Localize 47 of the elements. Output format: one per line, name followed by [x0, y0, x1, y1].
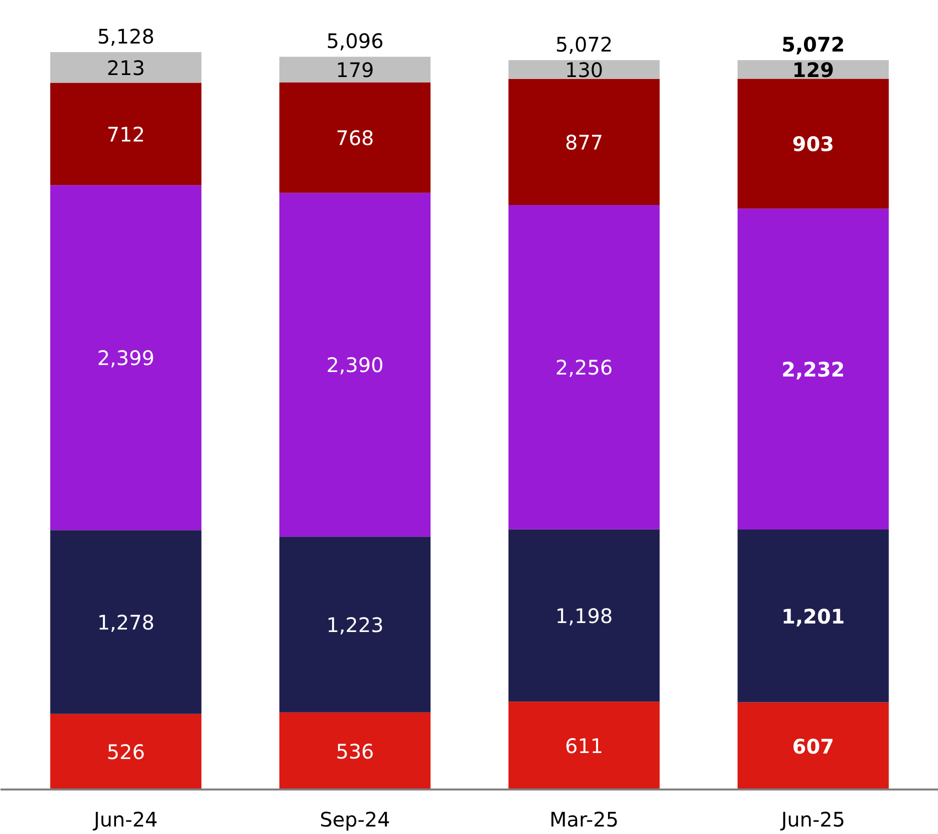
data-label: 2,232 [782, 358, 845, 382]
data-label: 2,256 [555, 356, 613, 380]
x-tick-label: Jun-25 [779, 808, 846, 832]
data-label: 2,399 [97, 346, 154, 370]
bar [508, 204, 660, 530]
x-tick-label: Jun-24 [92, 808, 158, 832]
data-label: 536 [336, 739, 374, 764]
data-label: 768 [336, 126, 374, 150]
data-label: 179 [336, 58, 374, 82]
data-label: 1,278 [97, 610, 154, 634]
bar [50, 714, 202, 790]
bar [738, 78, 889, 209]
bar [508, 78, 660, 205]
data-label: 1,201 [782, 604, 845, 628]
data-label: 611 [564, 734, 604, 758]
data-label: 526 [106, 740, 145, 764]
x-tick-label: Mar-25 [549, 808, 619, 832]
bar [738, 208, 889, 530]
data-label: 1,198 [555, 604, 613, 628]
total-label: 5,072 [555, 32, 613, 56]
data-label: 903 [792, 132, 834, 156]
bar [279, 56, 431, 82]
bar [279, 192, 431, 537]
data-label: 2,390 [326, 353, 384, 378]
data-label: 213 [106, 56, 145, 80]
bar [508, 529, 660, 702]
total-label: 5,072 [782, 32, 845, 56]
bar [50, 530, 202, 714]
bar [50, 185, 202, 530]
data-label: 129 [792, 58, 834, 82]
x-tick-label: Sep-24 [320, 808, 390, 832]
data-label: 1,223 [326, 612, 384, 637]
bar [508, 60, 660, 79]
bar [508, 702, 660, 790]
bar [738, 702, 889, 790]
total-label: 5,128 [97, 24, 154, 48]
bar [279, 536, 431, 712]
data-label: 130 [564, 58, 604, 82]
bar [50, 52, 202, 83]
total-label: 5,096 [326, 28, 384, 53]
bar [50, 82, 202, 186]
bar [279, 82, 431, 193]
data-label: 607 [792, 734, 834, 758]
bar [738, 530, 889, 702]
bar [279, 712, 431, 790]
data-label: 712 [106, 122, 145, 146]
data-label: 877 [564, 130, 604, 154]
